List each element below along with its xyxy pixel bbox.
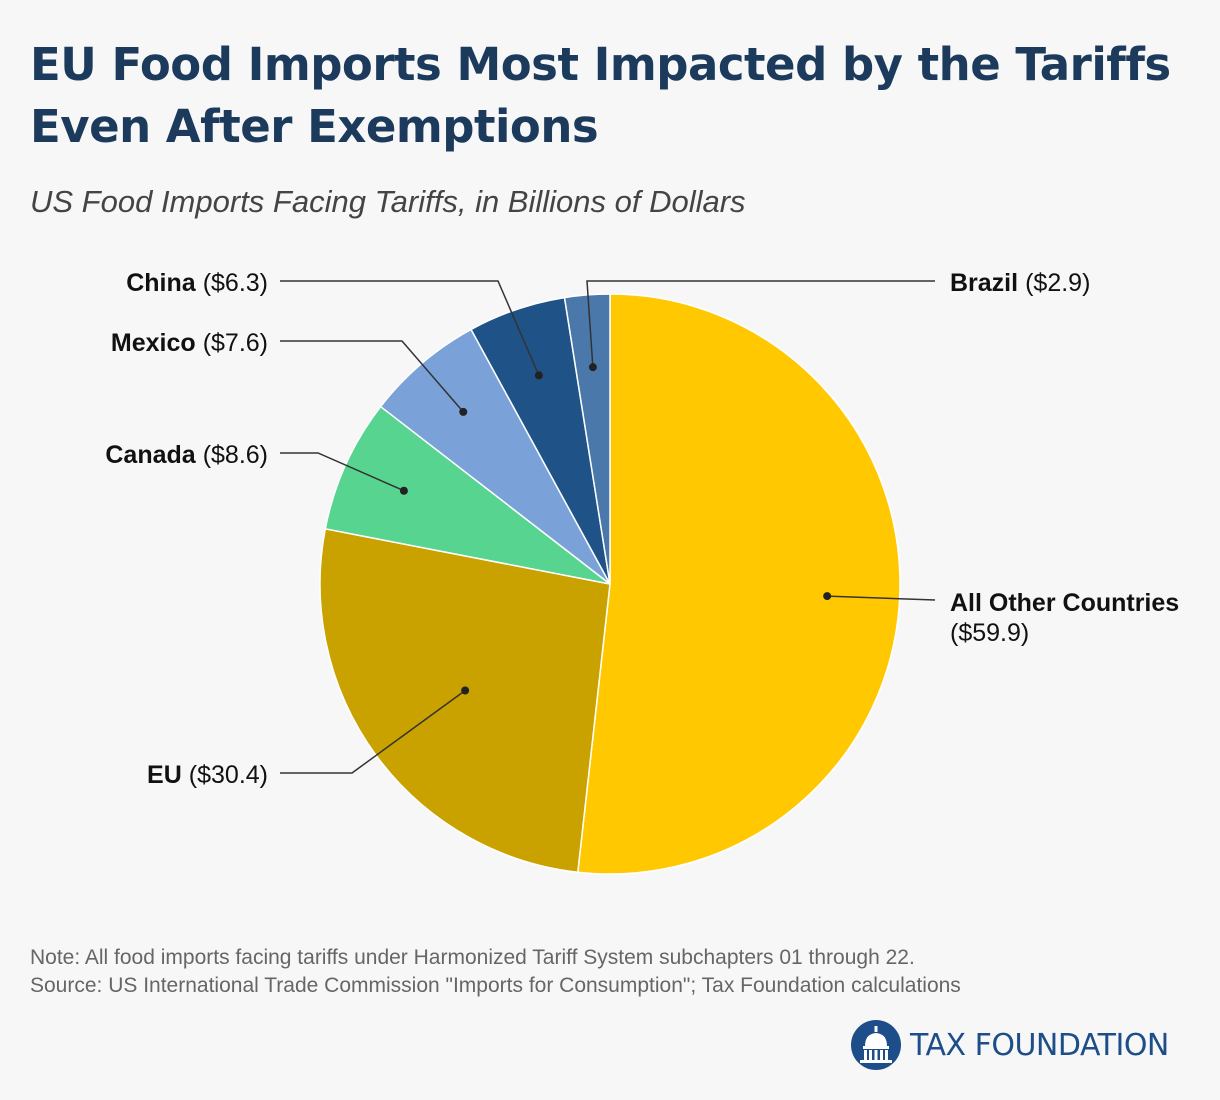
slice-name: Canada bbox=[105, 441, 196, 469]
leader-lines bbox=[280, 280, 936, 774]
slice-value: ($6.3) bbox=[203, 269, 268, 297]
slice-name: EU bbox=[147, 761, 182, 789]
slice-name: Brazil bbox=[950, 269, 1018, 297]
slice-name: All Other Countries bbox=[950, 589, 1179, 617]
slice-label-eu: EU ($30.4) bbox=[147, 761, 268, 789]
leader-line bbox=[280, 689, 466, 774]
slice-label-china: China ($6.3) bbox=[126, 269, 268, 297]
slice-name: Mexico bbox=[111, 329, 196, 357]
slice-value: ($8.6) bbox=[203, 441, 268, 469]
chart-title: EU Food Imports Most Impacted by the Tar… bbox=[30, 34, 1200, 158]
footnote: Note: All food imports facing tariffs un… bbox=[30, 944, 1200, 1000]
pie-slice-all-other-countries bbox=[576, 293, 901, 875]
slice-label-all-other-countries: All Other Countries ($59.9) bbox=[950, 589, 1179, 647]
title-line-2: Even After Exemptions bbox=[30, 100, 599, 153]
leader-line bbox=[827, 595, 936, 601]
leader-line bbox=[280, 452, 405, 492]
slice-value: ($30.4) bbox=[189, 761, 268, 789]
leader-dot bbox=[534, 371, 543, 380]
pie-chart: All Other Countries ($59.9) EU ($30.4) Canad… bbox=[105, 269, 1179, 875]
leader-dot bbox=[461, 686, 470, 695]
note-text: Note: All food imports facing tariffs un… bbox=[30, 946, 915, 969]
leader-line bbox=[280, 340, 464, 413]
pie-slices bbox=[319, 293, 901, 875]
slice-value: ($2.9) bbox=[1025, 269, 1090, 297]
slice-label-brazil: Brazil ($2.9) bbox=[950, 269, 1090, 297]
chart-subtitle: US Food Imports Facing Tariffs, in Billi… bbox=[30, 184, 746, 219]
leader-dot bbox=[459, 407, 468, 416]
slice-value: ($7.6) bbox=[203, 329, 268, 357]
leader-dot bbox=[588, 363, 597, 372]
title-line-1: EU Food Imports Most Impacted by the Tar… bbox=[30, 38, 1171, 91]
slice-value: ($59.9) bbox=[950, 619, 1029, 647]
leader-dot bbox=[823, 592, 832, 601]
slice-name: China bbox=[126, 269, 197, 297]
pie-slice-eu bbox=[319, 527, 611, 874]
slice-labels: All Other Countries ($59.9) EU ($30.4) Canad… bbox=[105, 269, 1179, 789]
slice-label-mexico: Mexico ($7.6) bbox=[111, 329, 268, 357]
leader-line bbox=[586, 280, 935, 368]
capitol-dome-icon bbox=[851, 1020, 901, 1070]
pie-slice-brazil bbox=[563, 293, 611, 585]
source-text: Source: US International Trade Commissio… bbox=[30, 974, 961, 997]
logo-text: TAX FOUNDATION bbox=[910, 1027, 1169, 1063]
tax-foundation-logo: TAX FOUNDATION bbox=[850, 1018, 1169, 1072]
leader-line bbox=[280, 280, 540, 376]
slice-label-canada: Canada ($8.6) bbox=[105, 441, 268, 469]
leader-dot bbox=[399, 486, 408, 495]
